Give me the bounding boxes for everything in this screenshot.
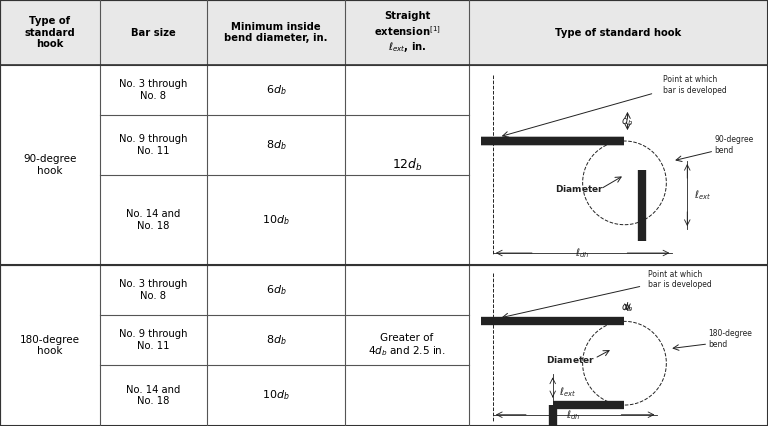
Text: 180-degree
bend: 180-degree bend	[708, 329, 752, 349]
Text: Type of
standard
hook: Type of standard hook	[25, 16, 75, 49]
Text: $6d_b$: $6d_b$	[266, 283, 286, 297]
Text: $d_b$: $d_b$	[621, 300, 634, 314]
Text: No. 9 through
No. 11: No. 9 through No. 11	[119, 134, 187, 156]
Text: Point at which
bar is developed: Point at which bar is developed	[664, 75, 727, 95]
Text: No. 14 and
No. 18: No. 14 and No. 18	[126, 209, 180, 231]
Text: $8d_b$: $8d_b$	[266, 333, 286, 347]
Text: No. 14 and
No. 18: No. 14 and No. 18	[126, 385, 180, 406]
Text: $\ell_{ext}$: $\ell_{ext}$	[559, 385, 576, 399]
Text: $d_b$: $d_b$	[621, 114, 634, 128]
Text: Bar size: Bar size	[131, 28, 176, 37]
Text: No. 3 through
No. 8: No. 3 through No. 8	[119, 279, 187, 301]
Text: $6d_b$: $6d_b$	[266, 83, 286, 97]
Text: Minimum inside
bend diameter, in.: Minimum inside bend diameter, in.	[224, 22, 328, 43]
Text: $12d_b$: $12d_b$	[392, 157, 422, 173]
Text: $\ell_{dh}$: $\ell_{dh}$	[567, 408, 581, 422]
Text: No. 9 through
No. 11: No. 9 through No. 11	[119, 329, 187, 351]
Text: $\ell_{dh}$: $\ell_{dh}$	[575, 246, 590, 260]
Text: Point at which
bar is developed: Point at which bar is developed	[648, 270, 712, 289]
Text: No. 3 through
No. 8: No. 3 through No. 8	[119, 79, 187, 101]
Text: $8d_b$: $8d_b$	[266, 138, 286, 152]
Text: $10d_b$: $10d_b$	[262, 389, 290, 403]
FancyBboxPatch shape	[0, 65, 768, 265]
Text: Greater of
$4d_b$ and 2.5 in.: Greater of $4d_b$ and 2.5 in.	[368, 333, 446, 358]
Text: $\bf{Diameter}$: $\bf{Diameter}$	[546, 354, 595, 366]
FancyBboxPatch shape	[0, 0, 768, 65]
Text: Type of standard hook: Type of standard hook	[555, 28, 682, 37]
Text: 90-degree
hook: 90-degree hook	[23, 154, 77, 176]
Text: $10d_b$: $10d_b$	[262, 213, 290, 227]
FancyBboxPatch shape	[0, 265, 768, 426]
Text: 180-degree
hook: 180-degree hook	[20, 335, 80, 356]
Text: Straight
extension$^{[1]}$
$\ell_{ext}$, in.: Straight extension$^{[1]}$ $\ell_{ext}$,…	[373, 12, 440, 54]
Text: $\bf{Diameter}$: $\bf{Diameter}$	[555, 184, 604, 195]
Text: 90-degree
bend: 90-degree bend	[714, 135, 753, 155]
Text: $\ell_{ext}$: $\ell_{ext}$	[694, 188, 711, 202]
